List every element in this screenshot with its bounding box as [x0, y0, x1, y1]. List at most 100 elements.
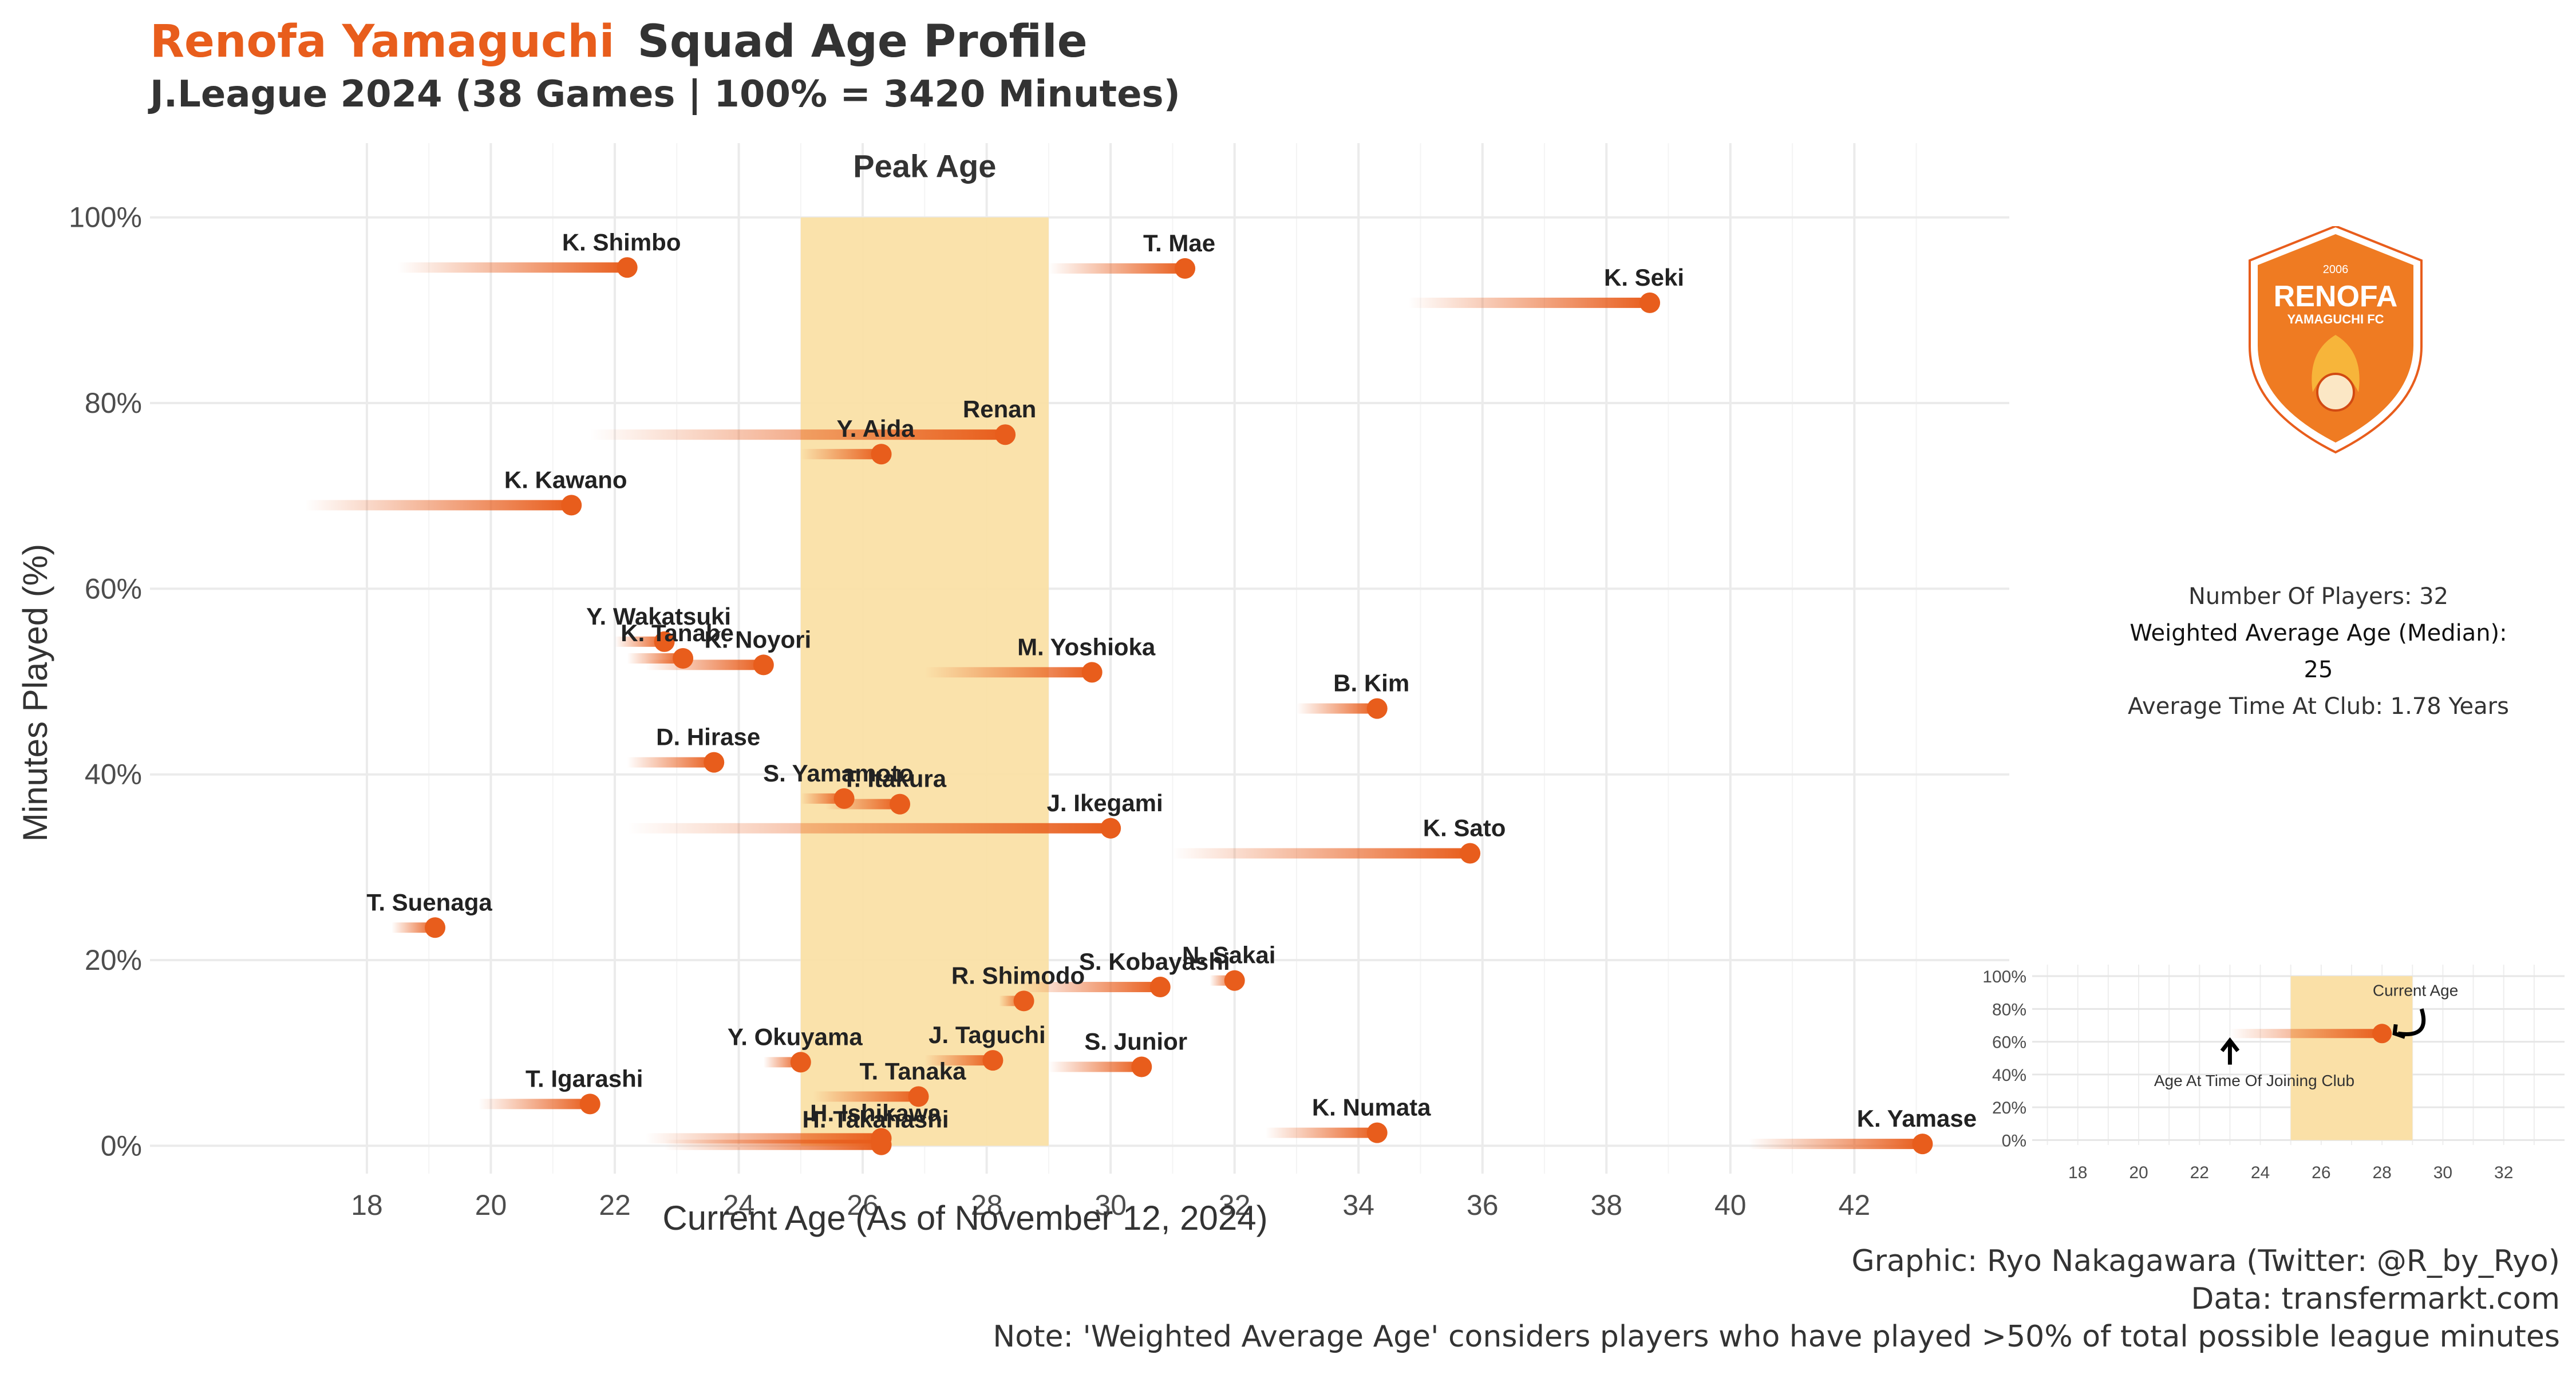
peak-age-label: Peak Age	[853, 148, 996, 184]
player-label: B. Kim	[1333, 670, 1409, 697]
player-point	[1639, 292, 1661, 313]
player-point	[1366, 1122, 1388, 1143]
credits: Graphic: Ryo Nakagawara (Twitter: @R_by_…	[993, 1242, 2560, 1356]
legend-x-tick: 18	[2068, 1163, 2087, 1182]
legend-arrowhead-current	[2392, 1024, 2406, 1039]
x-tick-label: 18	[351, 1189, 383, 1221]
player-trail	[646, 660, 764, 670]
x-tick-label: 22	[599, 1189, 631, 1221]
player-trail	[627, 823, 1111, 834]
player-label: Y. Okuyama	[728, 1023, 863, 1050]
legend-x-tick: 28	[2372, 1163, 2391, 1182]
legend-peak-band	[2290, 976, 2413, 1140]
legend-x-tick: 20	[2129, 1163, 2148, 1182]
player-point	[579, 1093, 600, 1115]
y-tick-label: 20%	[85, 944, 142, 976]
player-trail	[478, 1099, 590, 1110]
player-point	[890, 793, 911, 815]
badge-year: 2006	[2323, 263, 2349, 276]
player-point	[1013, 990, 1034, 1012]
player-label: R. Shimodo	[951, 962, 1085, 989]
legend-y-tick: 20%	[1992, 1099, 2026, 1118]
player-trail	[1172, 848, 1471, 859]
legend-current-age-label: Current Age	[2373, 981, 2458, 999]
player-point	[1460, 843, 1481, 864]
player-label: S. Yamamoto	[763, 760, 914, 787]
player-label: K. Noyori	[704, 626, 811, 653]
legend-arrowhead-joined	[2220, 1037, 2240, 1052]
y-tick-label: 40%	[85, 759, 142, 791]
player-label: S. Junior	[1084, 1028, 1187, 1055]
player-trail	[392, 922, 436, 933]
player-label: T. Tanaka	[860, 1057, 967, 1084]
player-point	[1131, 1056, 1152, 1077]
x-tick-label: 38	[1590, 1189, 1622, 1221]
player-trail	[1265, 1127, 1377, 1138]
x-axis-title: Current Age (As of November 12, 2024)	[662, 1199, 1267, 1237]
player-label: K. Numata	[1312, 1094, 1431, 1121]
player-point	[1175, 258, 1196, 279]
peak-age-rect	[800, 217, 1049, 1146]
chart-title: Renofa Yamaguchi Squad Age Profile	[150, 16, 1088, 68]
x-tick-label: 26	[847, 1189, 879, 1221]
player-point	[704, 752, 725, 773]
axes: 18 20 22 24 26 28 30 32 34 36 38 40 42 0% 20% 40% 60% 80%…	[16, 202, 1870, 1237]
badge-ball	[2316, 373, 2355, 412]
player-trail	[924, 667, 1092, 678]
x-tick-label: 34	[1342, 1189, 1374, 1221]
player-label: S. Kobayashi	[1079, 948, 1230, 975]
player-trail	[1017, 982, 1160, 993]
badge-flame	[2312, 335, 2360, 392]
legend-x-tick: 26	[2312, 1163, 2330, 1182]
y-axis-title: Minutes Played (%)	[16, 544, 54, 842]
player-point	[871, 1134, 892, 1155]
player-label: H. Ishikawa	[810, 1099, 941, 1126]
player-label: T. Itakura	[842, 765, 947, 792]
player-trail	[800, 449, 882, 460]
player-point	[833, 788, 855, 809]
player-trail	[924, 1055, 993, 1066]
legend-y-tick: 80%	[1992, 1000, 2026, 1019]
badge-name: RENOFA	[2274, 280, 2398, 313]
y-tick-label: 0%	[101, 1130, 142, 1162]
player-point	[561, 495, 582, 516]
player-trail	[1048, 263, 1186, 274]
player-label: T. Igarashi	[526, 1065, 643, 1092]
player-point	[1224, 970, 1245, 991]
player-trail	[398, 262, 627, 273]
badge-sub: YAMAGUCHI FC	[2287, 312, 2384, 326]
legend-y-tick: 100%	[1982, 968, 2026, 986]
x-tick-label: 28	[971, 1189, 1003, 1221]
credit-data: Data: transfermarkt.com	[2191, 1282, 2560, 1316]
player-point	[654, 631, 675, 652]
player-label: Y. Wakatsuki	[586, 603, 731, 630]
legend-arrow-current	[2397, 1008, 2426, 1036]
player-trail	[1296, 703, 1377, 714]
legend-y-tick: 40%	[1992, 1066, 2026, 1085]
legend-joined-label: Age At Time Of Joining Club	[2154, 1072, 2354, 1089]
player-point	[871, 444, 892, 465]
player-trail	[1048, 1061, 1142, 1072]
player-point	[425, 917, 446, 938]
player-label: Renan	[963, 396, 1036, 423]
club-name: Renofa Yamaguchi	[150, 16, 615, 68]
player-label: D. Hirase	[656, 724, 760, 751]
chart-subtitle: J.League 2024 (38 Games | 100% = 3420 Mi…	[150, 73, 1180, 116]
x-tick-label: 40	[1714, 1189, 1747, 1221]
club-badge: 2006 RENOFA YAMAGUCHI FC	[2249, 226, 2423, 454]
legend-y-tick: 0%	[2002, 1131, 2026, 1150]
weighted-average-age: Weighted Average Age (Median): 25	[2129, 620, 2507, 683]
y-tick-label: 60%	[85, 572, 142, 605]
player-point	[617, 257, 638, 278]
player-point	[673, 648, 694, 669]
summary-box: Number Of Players: 32 Weighted Average A…	[2118, 578, 2519, 725]
player-trail	[615, 636, 665, 647]
x-tick-label: 36	[1467, 1189, 1499, 1221]
x-tick-label: 42	[1839, 1189, 1871, 1221]
player-trail	[590, 429, 1006, 440]
player-point	[1912, 1134, 1933, 1155]
x-tick-label: 30	[1095, 1189, 1127, 1221]
credit-note: Note: 'Weighted Average Age' considers p…	[993, 1320, 2560, 1354]
player-point	[790, 1052, 811, 1073]
player-point	[982, 1050, 1003, 1071]
